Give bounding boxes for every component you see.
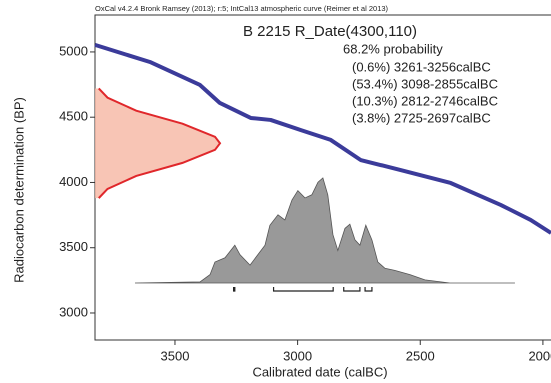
- range-bar: [232, 287, 236, 292]
- x-tick-label: 2000: [528, 348, 551, 363]
- range-label: (53.4%) 3098-2855calBC: [352, 76, 498, 91]
- y-tick-label: 5000: [59, 43, 88, 58]
- range-bar: [364, 287, 373, 292]
- header: OxCal v4.2.4 Bronk Ramsey (2013); r:5; I…: [95, 4, 389, 13]
- x-tick-label: 2500: [406, 348, 435, 363]
- y-tick-label: 4500: [59, 109, 88, 124]
- y-tick-label: 4000: [59, 174, 88, 189]
- chart-title: B 2215 R_Date(4300,110): [243, 23, 417, 40]
- x-tick-label: 3500: [161, 348, 190, 363]
- x-axis-label: Calibrated date (calBC): [252, 364, 387, 379]
- range-label: (10.3%) 2812-2746calBC: [352, 93, 498, 108]
- range-label: (0.6%) 3261-3256calBC: [352, 59, 491, 74]
- y-tick-label: 3500: [59, 239, 88, 254]
- y-tick-label: 3000: [59, 304, 88, 319]
- range-bar: [343, 287, 361, 292]
- date-density: [98, 87, 222, 199]
- date-density-fill: [95, 88, 220, 199]
- range-bar: [272, 287, 334, 292]
- calibration-curve: [94, 42, 551, 235]
- probability-label: 68.2% probability: [343, 41, 443, 56]
- range-label: (3.8%) 2725-2697calBC: [352, 110, 491, 125]
- x-tick-label: 3000: [283, 348, 312, 363]
- y-axis-label: Radiocarbon determination (BP): [11, 97, 26, 283]
- posterior: [134, 177, 515, 284]
